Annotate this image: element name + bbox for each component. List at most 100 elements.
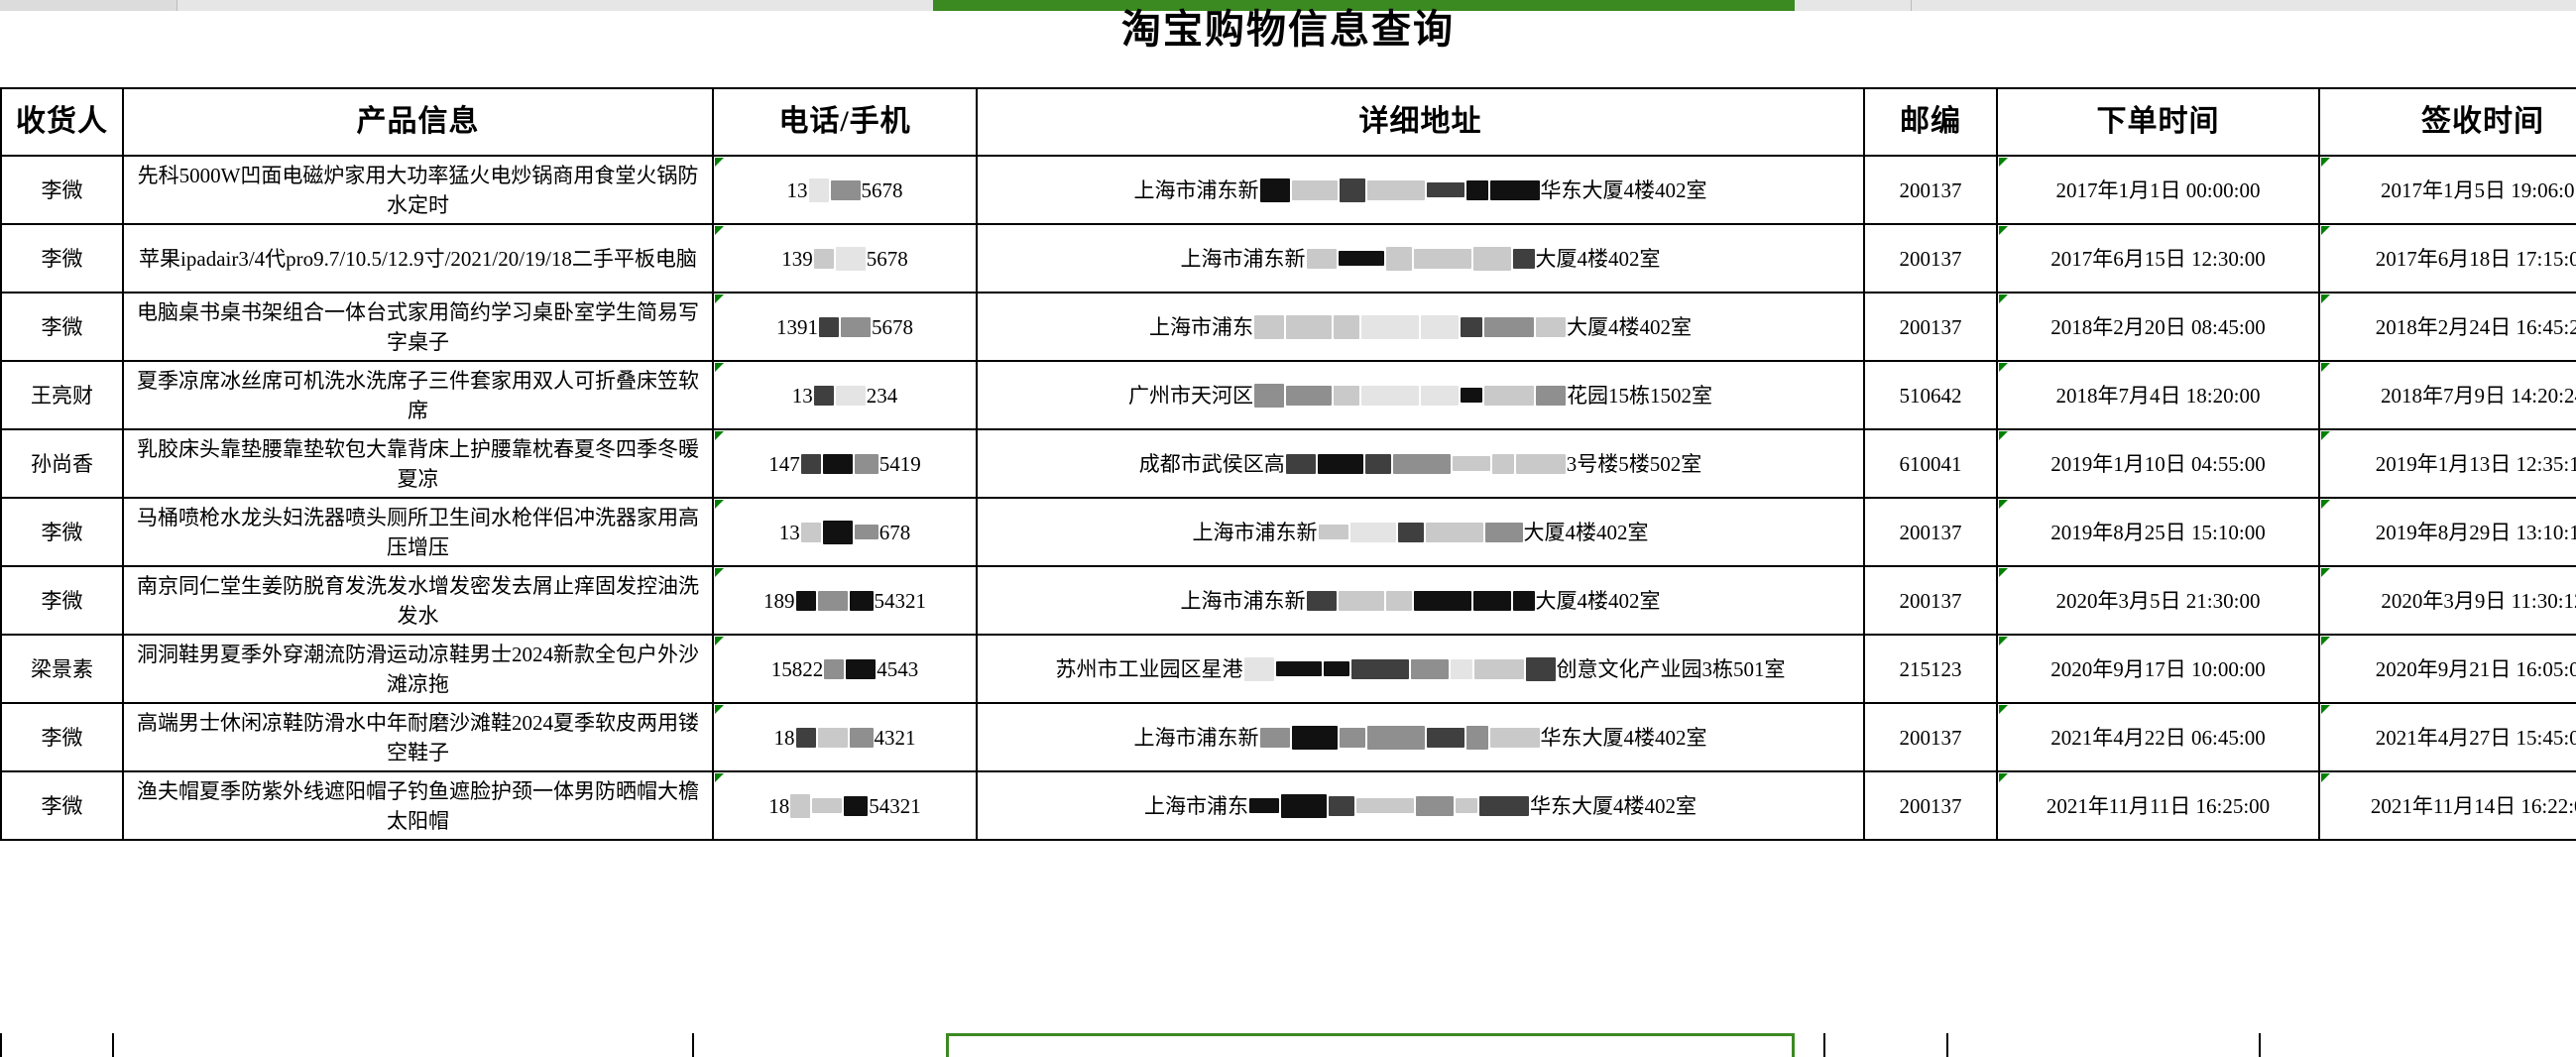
cell-phone[interactable]: 13 5678: [712, 155, 978, 225]
cell-sign-time[interactable]: 2019年1月13日 12:35:12: [2318, 428, 2576, 499]
cell-postcode[interactable]: 215123: [1863, 634, 1998, 704]
cell-recipient[interactable]: 李微: [0, 155, 124, 225]
cell-address[interactable]: 上海市浦东 大厦4楼402室: [976, 292, 1865, 362]
cell-recipient[interactable]: 李微: [0, 223, 124, 294]
table-row[interactable]: 李微 南京同仁堂生姜防脱育发洗发水增发密发去屑止痒固发控油洗发水 189 54321 上…: [0, 565, 2576, 636]
comment-flag-icon: [2321, 158, 2330, 167]
cell-recipient[interactable]: 李微: [0, 497, 124, 567]
table-row[interactable]: 梁景素 洞洞鞋男夏季外穿潮流防滑运动凉鞋男士2024新款全包户外沙滩凉拖 15822…: [0, 634, 2576, 704]
cell-postcode[interactable]: 200137: [1863, 565, 1998, 636]
cell-phone[interactable]: 139 5678: [712, 223, 978, 294]
cell-sign-time[interactable]: 2019年8月29日 13:10:16: [2318, 497, 2576, 567]
cell-postcode[interactable]: 200137: [1863, 497, 1998, 567]
next-row-cell-sign[interactable]: [2259, 1033, 2576, 1057]
redaction-block: [1317, 453, 1363, 474]
cell-address[interactable]: 上海市浦东 华东大厦4楼402室: [976, 770, 1865, 841]
cell-address[interactable]: 上海市浦东新 华东大厦4楼402室: [976, 702, 1865, 772]
cell-address[interactable]: 苏州市工业园区星港 创意文化产业园3栋501室: [976, 634, 1865, 704]
cell-sign-time[interactable]: 2018年2月24日 16:45:25: [2318, 292, 2576, 362]
cell-postcode[interactable]: 510642: [1863, 360, 1998, 430]
cell-order-time[interactable]: 2018年7月4日 18:20:00: [1996, 360, 2320, 430]
cell-recipient[interactable]: 王亮财: [0, 360, 124, 430]
comment-flag-icon: [2321, 431, 2330, 440]
cell-recipient[interactable]: 梁景素: [0, 634, 124, 704]
cell-recipient[interactable]: 李微: [0, 292, 124, 362]
phone-value: 13 5678: [787, 176, 903, 205]
cell-product[interactable]: 南京同仁堂生姜防脱育发洗发水增发密发去屑止痒固发控油洗发水: [122, 565, 714, 636]
cell-order-time[interactable]: 2019年1月10日 04:55:00: [1996, 428, 2320, 499]
cell-phone[interactable]: 13 678: [712, 497, 978, 567]
redaction-block: [1254, 314, 1284, 339]
cell-address[interactable]: 广州市天河区 花园15栋1502室: [976, 360, 1865, 430]
cell-order-time[interactable]: 2019年8月25日 15:10:00: [1996, 497, 2320, 567]
cell-sign-time[interactable]: 2020年3月9日 11:30:12: [2318, 565, 2576, 636]
cell-sign-time[interactable]: 2020年9月21日 16:05:01: [2318, 634, 2576, 704]
cell-address[interactable]: 上海市浦东新 华东大厦4楼402室: [976, 155, 1865, 225]
table-row[interactable]: 李微 马桶喷枪水龙头妇洗器喷头厕所卫生间水枪伴侣冲洗器家用高压增压 13 678 上海市…: [0, 497, 2576, 567]
cell-order-time[interactable]: 2017年1月1日 00:00:00: [1996, 155, 2320, 225]
cell-order-time[interactable]: 2018年2月20日 08:45:00: [1996, 292, 2320, 362]
cell-phone[interactable]: 15822 4543: [712, 634, 978, 704]
cell-address[interactable]: 上海市浦东新 大厦4楼402室: [976, 497, 1865, 567]
next-row-cell-order[interactable]: [1946, 1033, 2259, 1057]
cell-phone[interactable]: 189 54321: [712, 565, 978, 636]
redaction-block: [844, 795, 869, 816]
cell-postcode[interactable]: 200137: [1863, 770, 1998, 841]
table-row[interactable]: 孙尚香 乳胶床头靠垫腰靠垫软包大靠背床上护腰靠枕春夏冬四季冬暖夏凉 147 5419 成…: [0, 428, 2576, 499]
cell-postcode[interactable]: 200137: [1863, 702, 1998, 772]
cell-recipient[interactable]: 李微: [0, 565, 124, 636]
cell-phone[interactable]: 147 5419: [712, 428, 978, 499]
redaction-block: [1259, 727, 1290, 748]
cell-postcode[interactable]: 200137: [1863, 223, 1998, 294]
cell-address[interactable]: 上海市浦东新 大厦4楼402室: [976, 565, 1865, 636]
cell-sign-time[interactable]: 2018年7月9日 14:20:24: [2318, 360, 2576, 430]
cell-order-time[interactable]: 2021年11月11日 16:25:00: [1996, 770, 2320, 841]
cell-product[interactable]: 先科5000W凹面电磁炉家用大功率猛火电炒锅商用食堂火锅防水定时: [122, 155, 714, 225]
redaction-block: [1472, 590, 1511, 611]
cell-sign-time[interactable]: 2017年1月5日 19:06:01: [2318, 155, 2576, 225]
cell-product[interactable]: 乳胶床头靠垫腰靠垫软包大靠背床上护腰靠枕春夏冬四季冬暖夏凉: [122, 428, 714, 499]
comment-flag-icon: [715, 431, 724, 440]
address-suffix: 大厦4楼402室: [1535, 246, 1661, 271]
table-row[interactable]: 李微 高端男士休闲凉鞋防滑水中年耐磨沙滩鞋2024夏季软皮两用镂空鞋子 18 4321…: [0, 702, 2576, 772]
cell-order-time[interactable]: 2020年9月17日 10:00:00: [1996, 634, 2320, 704]
cell-order-time[interactable]: 2020年3月5日 21:30:00: [1996, 565, 2320, 636]
cell-product[interactable]: 马桶喷枪水龙头妇洗器喷头厕所卫生间水枪伴侣冲洗器家用高压增压: [122, 497, 714, 567]
cell-sign-time[interactable]: 2021年11月14日 16:22:01: [2318, 770, 2576, 841]
table-row[interactable]: 李微 苹果ipadair3/4代pro9.7/10.5/12.9寸/2021/20…: [0, 223, 2576, 294]
cell-phone[interactable]: 18 4321: [712, 702, 978, 772]
chrome-segment-right-a: [1795, 0, 1911, 11]
cell-postcode[interactable]: 610041: [1863, 428, 1998, 499]
cell-phone[interactable]: 18 54321: [712, 770, 978, 841]
spreadsheet-chrome-strip: [0, 0, 2576, 11]
next-row-cell-postcode[interactable]: [1823, 1033, 1946, 1057]
table-row[interactable]: 王亮财 夏季凉席冰丝席可机洗水洗席子三件套家用双人可折叠床笠软席 13 234 广州市天…: [0, 360, 2576, 430]
cell-phone[interactable]: 13 234: [712, 360, 978, 430]
cell-address[interactable]: 成都市武侯区高 3号楼5楼502室: [976, 428, 1865, 499]
table-row[interactable]: 李微 先科5000W凹面电磁炉家用大功率猛火电炒锅商用食堂火锅防水定时 13 5678…: [0, 155, 2576, 225]
redaction-block: [1286, 314, 1332, 339]
cell-recipient[interactable]: 李微: [0, 770, 124, 841]
cell-product[interactable]: 夏季凉席冰丝席可机洗水洗席子三件套家用双人可折叠床笠软席: [122, 360, 714, 430]
cell-sign-time[interactable]: 2017年6月18日 17:15:01: [2318, 223, 2576, 294]
cell-product[interactable]: 电脑桌书桌书架组合一体台式家用简约学习桌卧室学生简易写字桌子: [122, 292, 714, 362]
cell-phone[interactable]: 1391 5678: [712, 292, 978, 362]
cell-order-time[interactable]: 2021年4月22日 06:45:00: [1996, 702, 2320, 772]
cell-postcode[interactable]: 200137: [1863, 292, 1998, 362]
next-row-cell-phone[interactable]: [692, 1033, 946, 1057]
cell-postcode[interactable]: 200137: [1863, 155, 1998, 225]
cell-order-time[interactable]: 2017年6月15日 12:30:00: [1996, 223, 2320, 294]
cell-product[interactable]: 高端男士休闲凉鞋防滑水中年耐磨沙滩鞋2024夏季软皮两用镂空鞋子: [122, 702, 714, 772]
cell-sign-time[interactable]: 2021年4月27日 15:45:02: [2318, 702, 2576, 772]
cell-recipient[interactable]: 李微: [0, 702, 124, 772]
next-row-cell-product[interactable]: [112, 1033, 692, 1057]
redaction-block: [1397, 522, 1424, 542]
table-row[interactable]: 李微 电脑桌书桌书架组合一体台式家用简约学习桌卧室学生简易写字桌子 1391 5678…: [0, 292, 2576, 362]
next-row-cell-recipient[interactable]: [0, 1033, 112, 1057]
cell-recipient[interactable]: 孙尚香: [0, 428, 124, 499]
cell-product[interactable]: 洞洞鞋男夏季外穿潮流防滑运动凉鞋男士2024新款全包户外沙滩凉拖: [122, 634, 714, 704]
cell-product[interactable]: 渔夫帽夏季防紫外线遮阳帽子钓鱼遮脸护颈一体男防晒帽大檐太阳帽: [122, 770, 714, 841]
cell-product[interactable]: 苹果ipadair3/4代pro9.7/10.5/12.9寸/2021/20/1…: [122, 223, 714, 294]
cell-address[interactable]: 上海市浦东新 大厦4楼402室: [976, 223, 1865, 294]
table-row[interactable]: 李微 渔夫帽夏季防紫外线遮阳帽子钓鱼遮脸护颈一体男防晒帽大檐太阳帽 18 54321 上…: [0, 770, 2576, 841]
